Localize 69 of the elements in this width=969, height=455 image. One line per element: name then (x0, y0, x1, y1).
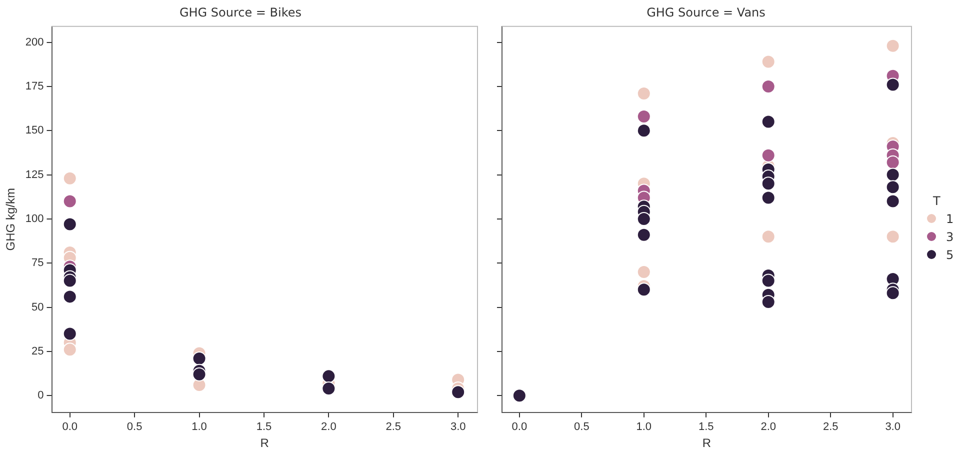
y-tick-label: 150 (25, 124, 44, 137)
point (62, 194, 77, 208)
x-tick-label: 2.0 (321, 421, 336, 434)
legend-label: 3 (946, 230, 954, 244)
point (636, 228, 651, 242)
x-tick-label: 0.5 (574, 421, 590, 434)
point (761, 79, 776, 94)
point (62, 342, 77, 357)
y-tick-label: 200 (25, 36, 44, 48)
x-axis-title: R (702, 436, 712, 450)
y-tick-label: 175 (25, 80, 44, 92)
x-tick-label: 3.0 (885, 421, 900, 434)
x-tick-label: 1.5 (698, 421, 714, 434)
point (886, 230, 900, 244)
x-tick-label: 2.5 (386, 421, 402, 434)
point (636, 212, 651, 226)
x-tick-label: 2.0 (760, 421, 776, 434)
point (636, 282, 651, 297)
point (886, 38, 900, 53)
point (512, 388, 526, 403)
chart-title: GHG Source = Bikes (179, 5, 302, 20)
x-tick-label: 1.0 (636, 421, 652, 434)
point (322, 369, 336, 384)
point (761, 274, 776, 288)
legend-title: T (932, 192, 942, 210)
x-tick-label: 0.0 (62, 421, 78, 434)
point (761, 114, 776, 129)
x-tick-label: 1.5 (256, 421, 272, 434)
point (761, 176, 776, 191)
point (62, 217, 77, 232)
point (886, 194, 900, 208)
point (322, 382, 336, 396)
x-tick-label: 0.0 (512, 421, 528, 434)
point (636, 124, 651, 138)
point (761, 294, 776, 309)
point (192, 352, 206, 366)
point (761, 148, 776, 162)
point (886, 155, 900, 170)
point (62, 274, 77, 288)
x-tick-label: 2.5 (822, 421, 838, 434)
point (62, 290, 77, 304)
point (886, 286, 900, 300)
y-tick-label: 125 (25, 168, 44, 181)
legend-label: 5 (946, 248, 954, 262)
point (761, 230, 776, 244)
x-axis-title: R (260, 436, 270, 450)
point (636, 86, 651, 101)
y-axis-title: GHG kg/km (4, 188, 18, 251)
point (451, 385, 466, 400)
y-tick-label: 75 (32, 257, 44, 270)
x-tick-label: 0.5 (126, 421, 142, 434)
point (62, 326, 77, 341)
legend-label: 1 (946, 212, 954, 226)
y-tick-label: 50 (32, 301, 44, 314)
point (761, 190, 776, 205)
chart-title: GHG Source = Vans (646, 5, 766, 20)
point (761, 54, 776, 69)
point (192, 367, 206, 382)
point (886, 168, 900, 182)
point (636, 109, 651, 124)
x-tick-label: 3.0 (450, 421, 466, 434)
point (62, 171, 77, 186)
y-tick-label: 0 (38, 390, 44, 402)
point (636, 264, 651, 279)
y-tick-label: 100 (25, 212, 44, 225)
point (886, 180, 900, 194)
point (886, 78, 900, 92)
y-tick-label: 25 (32, 345, 44, 358)
x-tick-label: 1.0 (192, 421, 207, 434)
